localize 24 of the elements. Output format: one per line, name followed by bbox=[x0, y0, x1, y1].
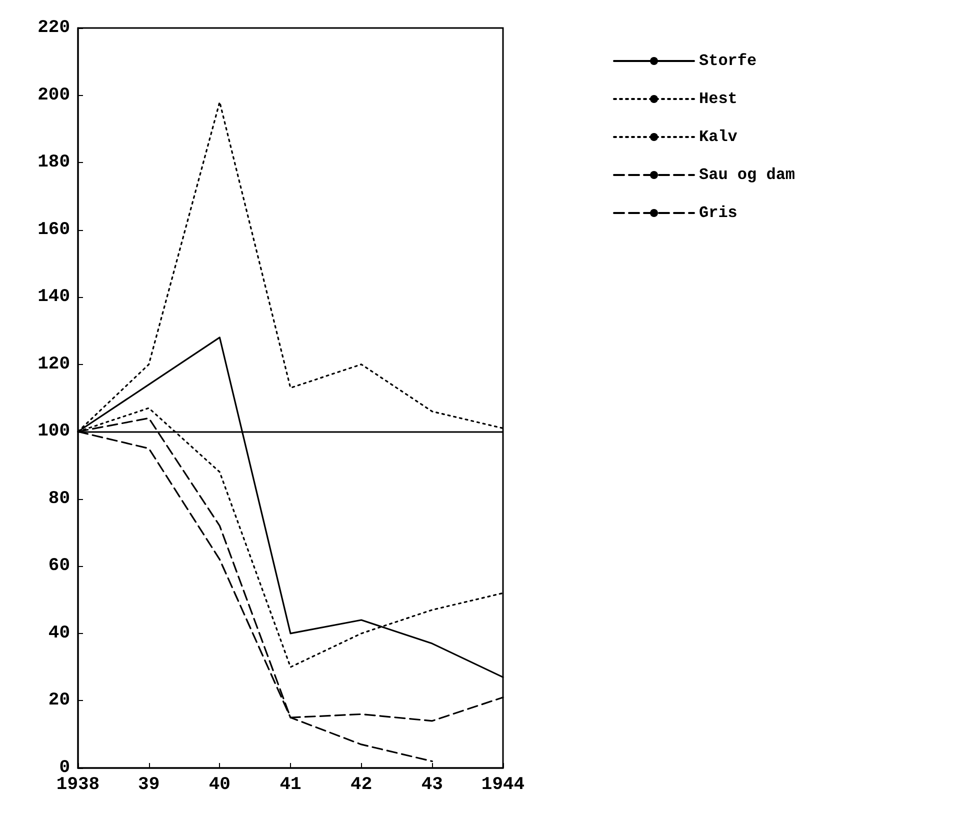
x-tick-label: 39 bbox=[138, 775, 160, 795]
y-tick-label: 20 bbox=[48, 690, 70, 711]
legend-label: Storfe bbox=[699, 52, 757, 70]
x-tick-label: 40 bbox=[208, 775, 230, 795]
y-tick-label: 60 bbox=[48, 556, 70, 576]
y-tick-label: 80 bbox=[48, 488, 70, 509]
y-tick-label: 100 bbox=[38, 422, 70, 442]
x-tick-label: 43 bbox=[421, 775, 443, 795]
legend-label: Sau og dam bbox=[699, 166, 796, 184]
y-tick-label: 0 bbox=[59, 758, 70, 778]
y-tick-label: 40 bbox=[48, 623, 70, 644]
legend-label: Kalv bbox=[699, 128, 738, 146]
y-tick-label: 160 bbox=[38, 220, 70, 240]
x-tick-label: 42 bbox=[350, 775, 372, 795]
y-tick-label: 140 bbox=[38, 287, 70, 308]
y-tick-label: 220 bbox=[38, 18, 70, 38]
y-tick-label: 200 bbox=[38, 85, 70, 106]
x-tick-label: 41 bbox=[280, 775, 302, 795]
y-tick-label: 180 bbox=[38, 152, 70, 173]
legend-label: Hest bbox=[699, 90, 738, 108]
x-tick-label: 1938 bbox=[56, 775, 100, 795]
x-tick-label: 1944 bbox=[481, 775, 525, 795]
legend-label: Gris bbox=[699, 204, 738, 222]
y-tick-label: 120 bbox=[38, 354, 70, 374]
